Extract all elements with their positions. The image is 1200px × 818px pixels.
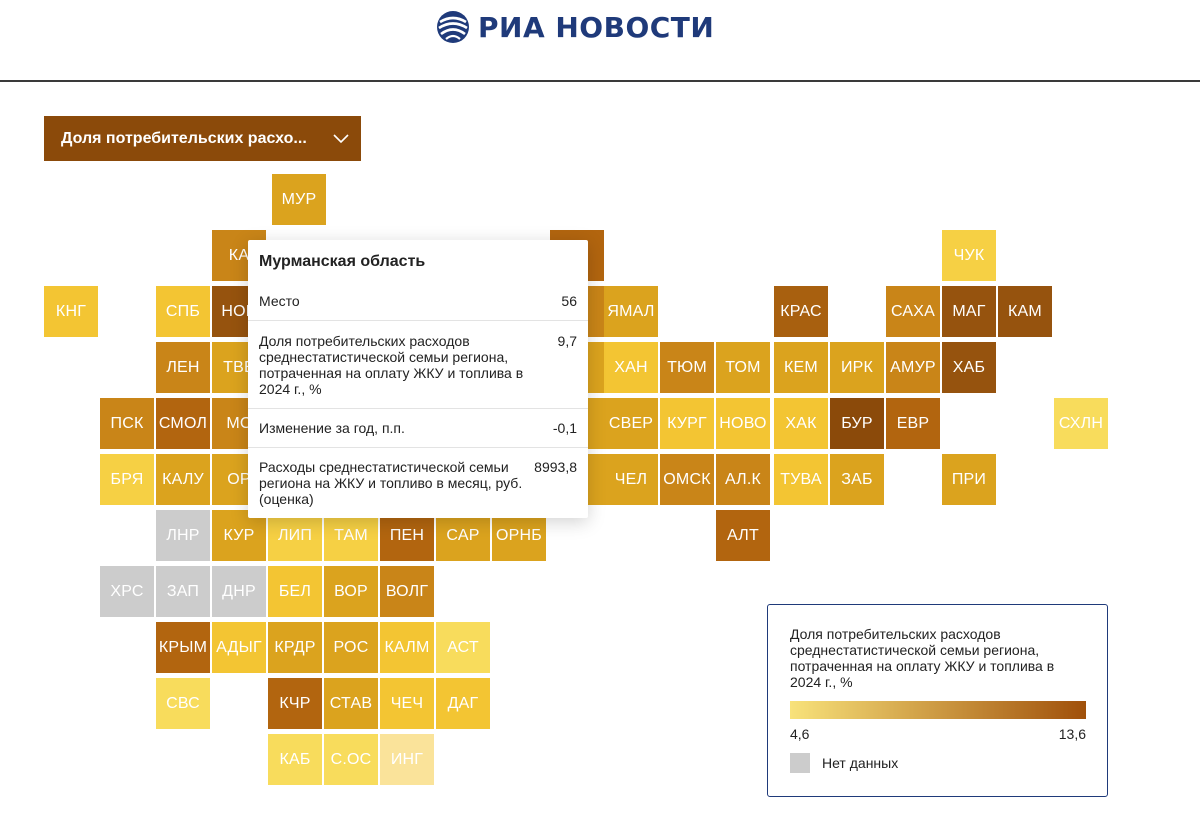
region-tile[interactable]: КРАС [774, 286, 828, 337]
region-tile[interactable]: ЗАП [156, 566, 210, 617]
region-tile[interactable]: АМУР [886, 342, 940, 393]
region-tile[interactable]: ОМСК [660, 454, 714, 505]
region-tile[interactable]: СХЛН [1054, 398, 1108, 449]
tooltip-value: 56 [561, 293, 577, 309]
region-tile[interactable]: КАБ [268, 734, 322, 785]
region-tile[interactable]: ДАГ [436, 678, 490, 729]
region-tooltip: Мурманская область Место 56 Доля потреби… [248, 240, 588, 518]
region-tile[interactable]: ХАН [604, 342, 658, 393]
ria-logo[interactable]: РИА НОВОСТИ [436, 10, 714, 44]
region-tile[interactable]: КУР [212, 510, 266, 561]
tooltip-value: 9,7 [557, 333, 577, 349]
tooltip-value: -0,1 [552, 420, 577, 436]
tooltip-row-change: Изменение за год, п.п. -0,1 [259, 420, 577, 436]
region-tile[interactable]: КАЛУ [156, 454, 210, 505]
region-tile[interactable]: АЛТ [716, 510, 770, 561]
region-tile[interactable]: ПЕН [380, 510, 434, 561]
region-tile[interactable]: САР [436, 510, 490, 561]
region-tile[interactable]: КЕМ [774, 342, 828, 393]
region-tile[interactable]: СМОЛ [156, 398, 210, 449]
no-data-swatch [790, 753, 810, 773]
region-tile[interactable]: КРДР [268, 622, 322, 673]
region-tile[interactable]: КЧР [268, 678, 322, 729]
tooltip-label: Изменение за год, п.п. [259, 420, 405, 436]
page-header: РИА НОВОСТИ [0, 0, 1200, 82]
tooltip-row-rank: Место 56 [259, 293, 577, 309]
chevron-down-icon [321, 133, 361, 144]
tooltip-label: Доля потребительских расходов среднестат… [259, 333, 524, 397]
region-tile[interactable]: ТАМ [324, 510, 378, 561]
legend-max-value: 13,6 [1058, 726, 1086, 742]
legend-gradient-bar [790, 701, 1086, 719]
region-tile[interactable]: ПРИ [942, 454, 996, 505]
region-tile[interactable]: ЧЕЧ [380, 678, 434, 729]
region-tile[interactable]: БРЯ [100, 454, 154, 505]
region-tile[interactable]: АСТ [436, 622, 490, 673]
region-tile[interactable]: КНГ [44, 286, 98, 337]
region-tile[interactable]: ЧЕЛ [604, 454, 658, 505]
region-tile[interactable]: БЕЛ [268, 566, 322, 617]
legend-title: Доля потребительских расходов среднестат… [790, 626, 1055, 690]
region-tile[interactable]: ЯМАЛ [604, 286, 658, 337]
legend-min-value: 4,6 [790, 726, 810, 742]
region-tile[interactable]: ХАБ [942, 342, 996, 393]
region-tile[interactable]: ПСК [100, 398, 154, 449]
region-tile[interactable]: ТОМ [716, 342, 770, 393]
logo-text: РИА НОВОСТИ [478, 10, 715, 44]
tooltip-row-spend: Расходы среднестатистической семьи регио… [259, 459, 577, 507]
region-tile[interactable]: БУР [830, 398, 884, 449]
tooltip-row-share: Доля потребительских расходов среднестат… [259, 333, 577, 397]
region-tile[interactable]: СВС [156, 678, 210, 729]
region-tile[interactable]: АДЫГ [212, 622, 266, 673]
region-tile[interactable]: СВЕР [604, 398, 658, 449]
region-tile[interactable]: ЛЕН [156, 342, 210, 393]
region-tile[interactable]: ЧУК [942, 230, 996, 281]
globe-icon [437, 11, 469, 43]
region-tile[interactable]: ХАК [774, 398, 828, 449]
region-tile[interactable]: ЛИП [268, 510, 322, 561]
region-tile[interactable]: КРЫМ [156, 622, 210, 673]
tooltip-value: 8993,8 [534, 459, 577, 475]
no-data-label: Нет данных [822, 755, 899, 771]
region-tile[interactable]: ОРНБ [492, 510, 546, 561]
map-legend: Доля потребительских расходов среднестат… [767, 604, 1108, 797]
tooltip-divider [248, 408, 588, 409]
region-tile[interactable]: КАМ [998, 286, 1052, 337]
region-tile[interactable]: ИНГ [380, 734, 434, 785]
region-tile[interactable]: ХРС [100, 566, 154, 617]
tooltip-divider [248, 447, 588, 448]
region-tile[interactable]: МАГ [942, 286, 996, 337]
region-tile[interactable]: С.ОС [324, 734, 378, 785]
region-tile[interactable]: ДНР [212, 566, 266, 617]
region-tile[interactable]: НОВО [716, 398, 770, 449]
region-tile[interactable]: КУРГ [660, 398, 714, 449]
region-tile[interactable]: ЕВР [886, 398, 940, 449]
tooltip-divider [248, 320, 588, 321]
tooltip-label: Место [259, 293, 300, 309]
tooltip-label: Расходы среднестатистической семьи регио… [259, 459, 523, 507]
region-tile[interactable]: ЗАБ [830, 454, 884, 505]
region-tile[interactable]: ТУВА [774, 454, 828, 505]
region-tile[interactable]: САХА [886, 286, 940, 337]
region-tile[interactable]: ЛНР [156, 510, 210, 561]
tooltip-title: Мурманская область [259, 253, 426, 270]
region-tile[interactable]: ТЮМ [660, 342, 714, 393]
dropdown-label: Доля потребительских расхо... [61, 129, 307, 147]
region-tile[interactable]: ВОЛГ [380, 566, 434, 617]
region-tile[interactable]: СПБ [156, 286, 210, 337]
indicator-dropdown[interactable]: Доля потребительских расхо... [44, 116, 361, 161]
region-tile[interactable]: КАЛМ [380, 622, 434, 673]
region-tile[interactable]: РОС [324, 622, 378, 673]
region-tile[interactable]: АЛ.К [716, 454, 770, 505]
region-tile[interactable]: СТАВ [324, 678, 378, 729]
region-tile[interactable]: ВОР [324, 566, 378, 617]
region-tile[interactable]: МУР [272, 174, 326, 225]
region-tile[interactable]: ИРК [830, 342, 884, 393]
